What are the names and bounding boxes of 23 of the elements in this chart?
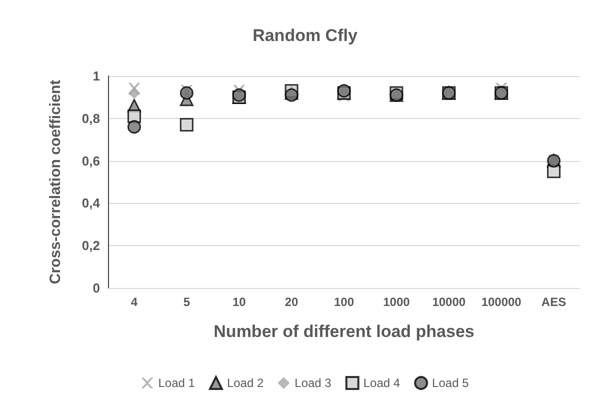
legend-label: Load 2 [226,376,264,390]
x-tick-label: 4 [130,295,138,309]
x-tick-label: 100000 [481,295,522,309]
x-tick-label: 20 [284,295,299,309]
y-tick-label: 0,8 [82,110,100,126]
y-tick-label: 0,6 [82,153,100,168]
x-axis-title: Number of different load phases [214,322,474,341]
x-tick-label: 10000 [432,295,466,309]
x-tick-label: 10 [232,295,246,309]
legend-label: Load 5 [432,376,470,390]
y-tick-label: 0 [92,280,100,296]
y-axis-title: Cross-correlation coefficient [47,80,64,284]
legend-label: Load 1 [158,376,196,390]
y-tick-label: 0,2 [82,238,100,254]
x-tick-label: 100 [334,295,354,309]
y-tick-label: 0,4 [82,196,101,211]
legend-label: Load 4 [363,376,400,390]
chart-title: Random Cfly [252,26,358,45]
x-tick-label: 1000 [383,295,410,309]
x-tick-label: 5 [183,295,190,309]
legend-label: Load 3 [294,376,332,390]
x-tick-label: AES [541,295,566,309]
y-tick-label: 1 [92,68,100,84]
